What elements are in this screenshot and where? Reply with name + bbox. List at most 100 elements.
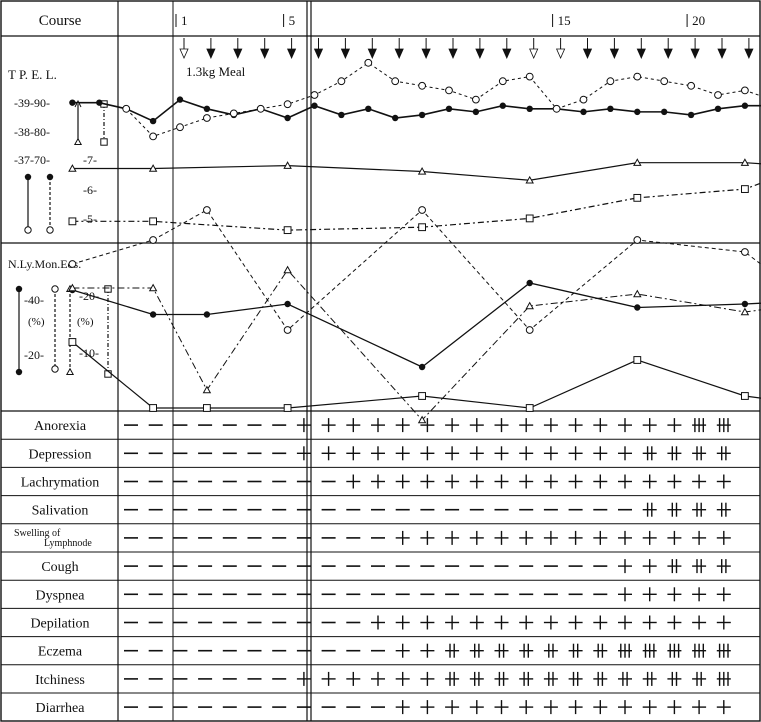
legend-key — [51, 285, 59, 373]
grade-mark — [494, 418, 509, 433]
symptom-label: Cough — [41, 560, 78, 575]
point-marker — [283, 326, 292, 334]
grade-mark — [371, 671, 385, 686]
grade-mark — [642, 502, 657, 517]
grade-mark — [321, 446, 336, 461]
grade-mark — [667, 643, 682, 658]
grade-mark — [716, 587, 731, 602]
meal-arrow — [475, 38, 485, 59]
point-marker — [607, 105, 614, 113]
point-marker — [46, 226, 54, 234]
grade-mark — [593, 530, 608, 545]
grade-mark — [469, 474, 484, 489]
meal-arrow — [717, 38, 727, 59]
grade-mark — [543, 671, 558, 686]
grade-mark — [716, 671, 731, 686]
grade-mark — [716, 474, 731, 489]
point-marker — [417, 167, 427, 175]
grade-mark — [346, 474, 361, 489]
point-marker — [149, 404, 157, 412]
point-marker — [364, 58, 373, 67]
grade-mark — [346, 446, 361, 461]
series-monocytes — [68, 265, 761, 424]
point-marker — [418, 223, 427, 232]
grade-mark — [692, 418, 707, 433]
legend-key — [46, 173, 54, 234]
grade-mark — [692, 446, 707, 461]
point-marker — [310, 91, 319, 99]
point-marker — [740, 307, 750, 316]
grade-mark — [445, 418, 460, 433]
point-marker — [283, 226, 292, 235]
grade-mark — [420, 530, 435, 545]
point-marker — [284, 300, 291, 308]
grade-mark — [667, 559, 682, 574]
grade-mark — [420, 418, 435, 433]
meal-arrow — [340, 38, 351, 59]
n-axis-tick: -20- — [24, 348, 44, 362]
point-marker — [104, 285, 112, 293]
grade-mark — [692, 474, 707, 489]
grade-mark — [519, 615, 534, 630]
grade-mark — [642, 418, 657, 433]
point-marker — [203, 311, 211, 318]
point-marker — [74, 99, 82, 108]
grade-mark — [420, 446, 435, 461]
t-axis-tick: -39-90- — [14, 96, 50, 110]
grade-mark — [716, 643, 731, 658]
grade-mark — [519, 700, 534, 715]
point-marker — [69, 99, 76, 106]
grade-mark — [469, 615, 484, 630]
grade-mark — [494, 530, 509, 545]
meal-arrow — [260, 38, 270, 59]
grade-mark — [296, 446, 311, 461]
meal-arrow — [421, 38, 431, 59]
point-marker — [100, 138, 108, 146]
point-marker — [68, 217, 77, 226]
point-marker — [365, 105, 372, 113]
point-marker — [552, 104, 561, 113]
point-marker — [256, 104, 265, 113]
series-erythrocytes-line — [72, 162, 761, 181]
point-marker — [660, 77, 669, 86]
grade-mark — [593, 700, 608, 715]
point-marker — [149, 236, 158, 244]
meal-arrow — [582, 38, 593, 59]
symptom-label: Lachrymation — [21, 476, 100, 491]
grade-mark — [321, 671, 336, 686]
grade-mark — [692, 700, 707, 715]
grade-mark — [593, 446, 608, 461]
point-marker — [472, 108, 480, 116]
unit-label: (%) — [77, 316, 94, 328]
grade-mark — [543, 615, 558, 630]
grade-mark — [642, 587, 657, 602]
grade-mark — [692, 559, 707, 574]
n-axis-tick: -40- — [24, 293, 44, 307]
point-marker — [24, 173, 32, 181]
point-marker — [24, 226, 32, 234]
meal-note: 1.3kg Meal — [186, 64, 246, 79]
point-marker — [51, 365, 59, 373]
point-marker — [149, 217, 157, 226]
point-marker — [498, 77, 507, 86]
grade-mark — [642, 530, 657, 545]
meal-arrow — [502, 38, 512, 59]
meal-arrow — [663, 38, 673, 59]
point-marker — [741, 86, 749, 95]
point-marker — [525, 72, 534, 81]
point-marker — [283, 404, 292, 412]
grade-mark — [395, 671, 410, 686]
grade-mark — [445, 530, 460, 545]
grade-mark — [371, 615, 385, 630]
point-marker — [65, 367, 75, 376]
grade-mark — [494, 671, 509, 686]
meal-arrow — [394, 38, 404, 59]
meal-arrows — [179, 38, 754, 59]
grade-mark — [543, 700, 558, 715]
grade-mark — [642, 643, 657, 658]
grade-mark — [716, 446, 731, 461]
meal-arrow — [179, 38, 189, 59]
point-marker — [633, 72, 642, 81]
point-marker — [149, 132, 158, 141]
grade-mark — [519, 474, 534, 489]
